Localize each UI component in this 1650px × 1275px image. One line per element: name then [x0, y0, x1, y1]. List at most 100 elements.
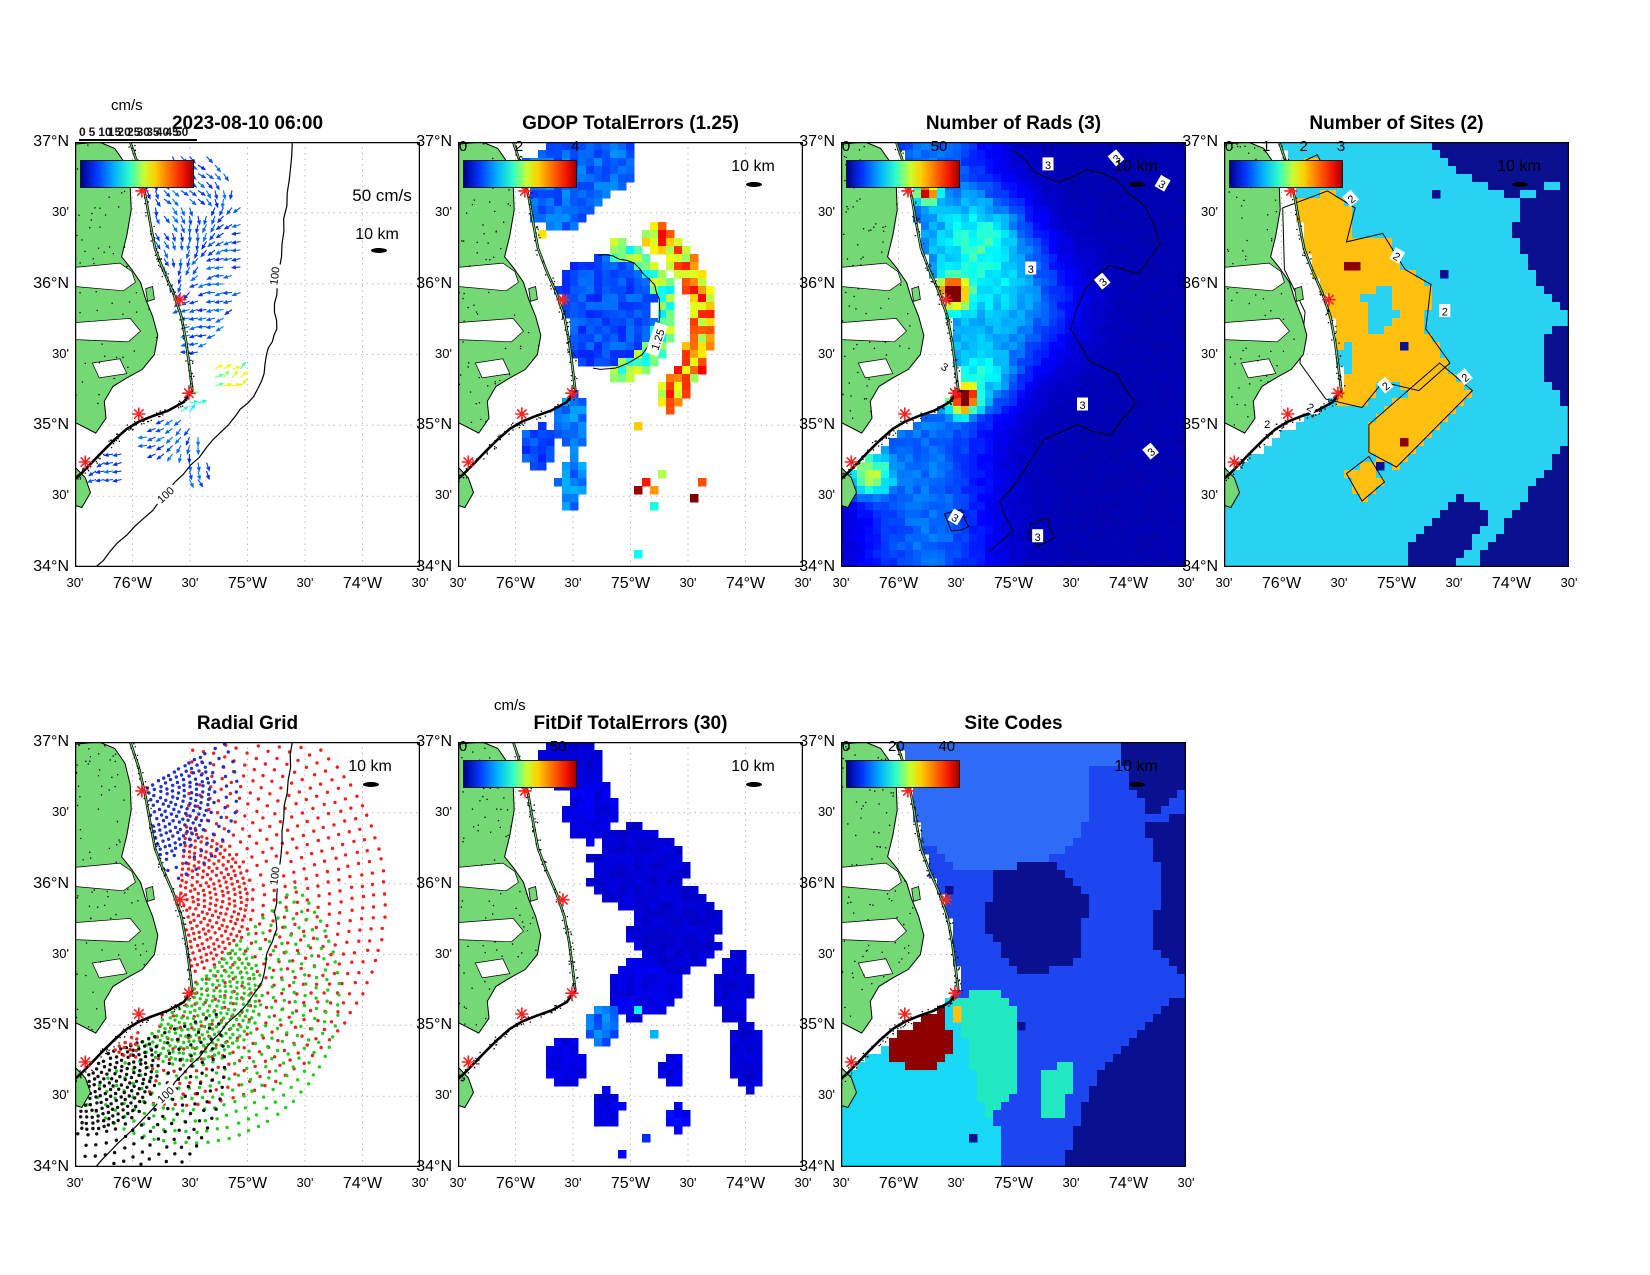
colorbar-tick: 50: [549, 738, 567, 755]
y-axis-tick-label: 30': [818, 345, 835, 361]
zone-cells: [841, 742, 1186, 1167]
plot-frame: [75, 742, 420, 1167]
y-axis-tick-label: 35°N: [416, 1016, 452, 1034]
x-axis-tick-label: 74°W: [342, 575, 383, 592]
x-axis-tick-label: 75°W: [1376, 575, 1417, 592]
y-axis-tick-label: 36°N: [799, 274, 835, 292]
y-axis-tick-label: 36°N: [33, 874, 69, 892]
y-axis-tick-label: 30': [435, 803, 452, 819]
fitdif-total-errors-map: [458, 742, 803, 1167]
panel-title: Site Codes: [964, 713, 1063, 734]
x-axis-tick-label: 74°W: [1108, 575, 1149, 592]
contour-label: 3: [1079, 400, 1085, 412]
radar-site-markers: [78, 184, 196, 469]
y-axis-tick-label: 36°N: [416, 874, 452, 892]
x-axis-tick-label: 74°W: [1108, 1175, 1149, 1192]
x-axis-tick-label: 75°W: [993, 1175, 1034, 1192]
y-axis-tick-label: 34°N: [33, 1158, 69, 1175]
isobath-100m: [95, 742, 293, 1167]
x-axis-tick-label: 76°W: [1261, 575, 1302, 592]
heatmap-cells: [841, 142, 1186, 567]
x-axis-tick-label: 30': [947, 1175, 965, 1190]
y-axis-tick-label: 30': [818, 203, 835, 219]
contour-label: 2: [1264, 419, 1270, 431]
contour-label: 2: [1391, 250, 1402, 263]
colorbar-tick: 2: [1299, 138, 1308, 155]
contour-label: 3: [1156, 178, 1167, 191]
x-axis-tick-label: 30': [1062, 575, 1080, 590]
distance-scale-label: 10 km: [731, 158, 775, 175]
plot-frame: [841, 742, 1186, 1167]
colorbar-tick: 0: [841, 738, 851, 755]
plot-frame: [458, 142, 803, 567]
y-axis-tick-label: 30': [52, 345, 69, 361]
colorbar-tick-labels: 0 1 2 3: [1225, 138, 1359, 156]
y-axis-tick-label: 30': [1201, 487, 1218, 503]
colorbar-tick: 15: [107, 125, 122, 139]
y-axis-tick-label: 37°N: [33, 133, 69, 150]
y-axis-tick-label: 30': [435, 345, 452, 361]
distance-scale-label: 10 km: [348, 758, 392, 775]
distance-scale-marker: [746, 182, 762, 187]
colorbar-tick: 1: [1262, 138, 1271, 155]
colorbar-tick: 20: [888, 738, 905, 755]
x-axis-tick-label: 30': [449, 1175, 467, 1190]
coastline-land: [458, 142, 578, 509]
contour-label: 2: [1304, 401, 1315, 414]
radar-site-markers: [78, 784, 196, 1069]
zone-contour: [1368, 362, 1474, 468]
number-of-sites-map: 22222222: [1224, 142, 1569, 567]
colorbar: [463, 760, 577, 788]
radial-grid-map: 100 100: [75, 742, 420, 1167]
radar-site-markers: [844, 784, 962, 1069]
distance-scale-marker: [371, 248, 387, 253]
distance-scale-marker: [1129, 182, 1145, 187]
y-axis-tick-label: 34°N: [1182, 558, 1218, 575]
graticule: [75, 742, 420, 1167]
contour-label: 2: [1442, 307, 1448, 319]
land-speckles: [841, 145, 963, 479]
gdop-total-errors-map: 1.25: [458, 142, 803, 567]
colorbar-tick: 4: [570, 138, 580, 155]
x-axis-tick-label: 30': [181, 575, 199, 590]
y-axis-tick-label: 35°N: [33, 1016, 69, 1034]
coastline-land: [458, 742, 579, 1109]
distance-scale-marker: [1512, 182, 1528, 187]
y-axis-tick-label: 36°N: [799, 874, 835, 892]
colorbar-tick: 20: [117, 125, 131, 139]
site-codes-map: [841, 742, 1186, 1167]
x-axis-tick-label: 30': [832, 1175, 850, 1190]
y-axis-tick-label: 30': [435, 203, 452, 219]
x-axis-tick-label: 30': [794, 1175, 812, 1190]
colorbar-tick: 0: [841, 138, 851, 155]
x-axis-tick-label: 30': [1177, 575, 1195, 590]
x-axis-tick-label: 30': [947, 575, 965, 590]
x-axis-tick-label: 30': [1062, 1175, 1080, 1190]
x-axis-tick-label: 30': [296, 1175, 314, 1190]
x-axis-tick-label: 30': [564, 575, 582, 590]
y-axis-tick-label: 30': [1201, 203, 1218, 219]
x-axis-tick-label: 75°W: [993, 575, 1034, 592]
contour-label: 3: [939, 361, 950, 374]
y-axis-tick-label: 37°N: [799, 733, 835, 750]
contour-line: [988, 150, 1161, 553]
x-axis-tick-label: 30': [1330, 575, 1348, 590]
velocity-scale-label: 50 cm/s: [352, 186, 412, 205]
x-axis-tick-label: 30': [66, 575, 84, 590]
x-axis-tick-label: 30': [66, 1175, 84, 1190]
colorbar-tick: 0: [79, 125, 86, 139]
panel-title: Number of Sites (2): [1309, 113, 1484, 134]
x-axis-tick-label: 75°W: [610, 575, 651, 592]
contour-label: 3: [1045, 160, 1051, 172]
panel-title: 2023-08-10 06:00: [171, 113, 324, 134]
x-axis-tick-label: 74°W: [1491, 575, 1532, 592]
colorbar-tick: 25: [127, 125, 141, 139]
radar-site-markers: [844, 184, 962, 469]
y-axis-tick-label: 30': [1201, 345, 1218, 361]
colorbar-tick: 50: [175, 125, 189, 139]
contour-label: 3: [949, 512, 960, 525]
radial-grid-dots: [76, 742, 387, 1166]
x-axis-tick-label: 30': [564, 1175, 582, 1190]
y-axis-tick-label: 37°N: [1182, 133, 1218, 150]
